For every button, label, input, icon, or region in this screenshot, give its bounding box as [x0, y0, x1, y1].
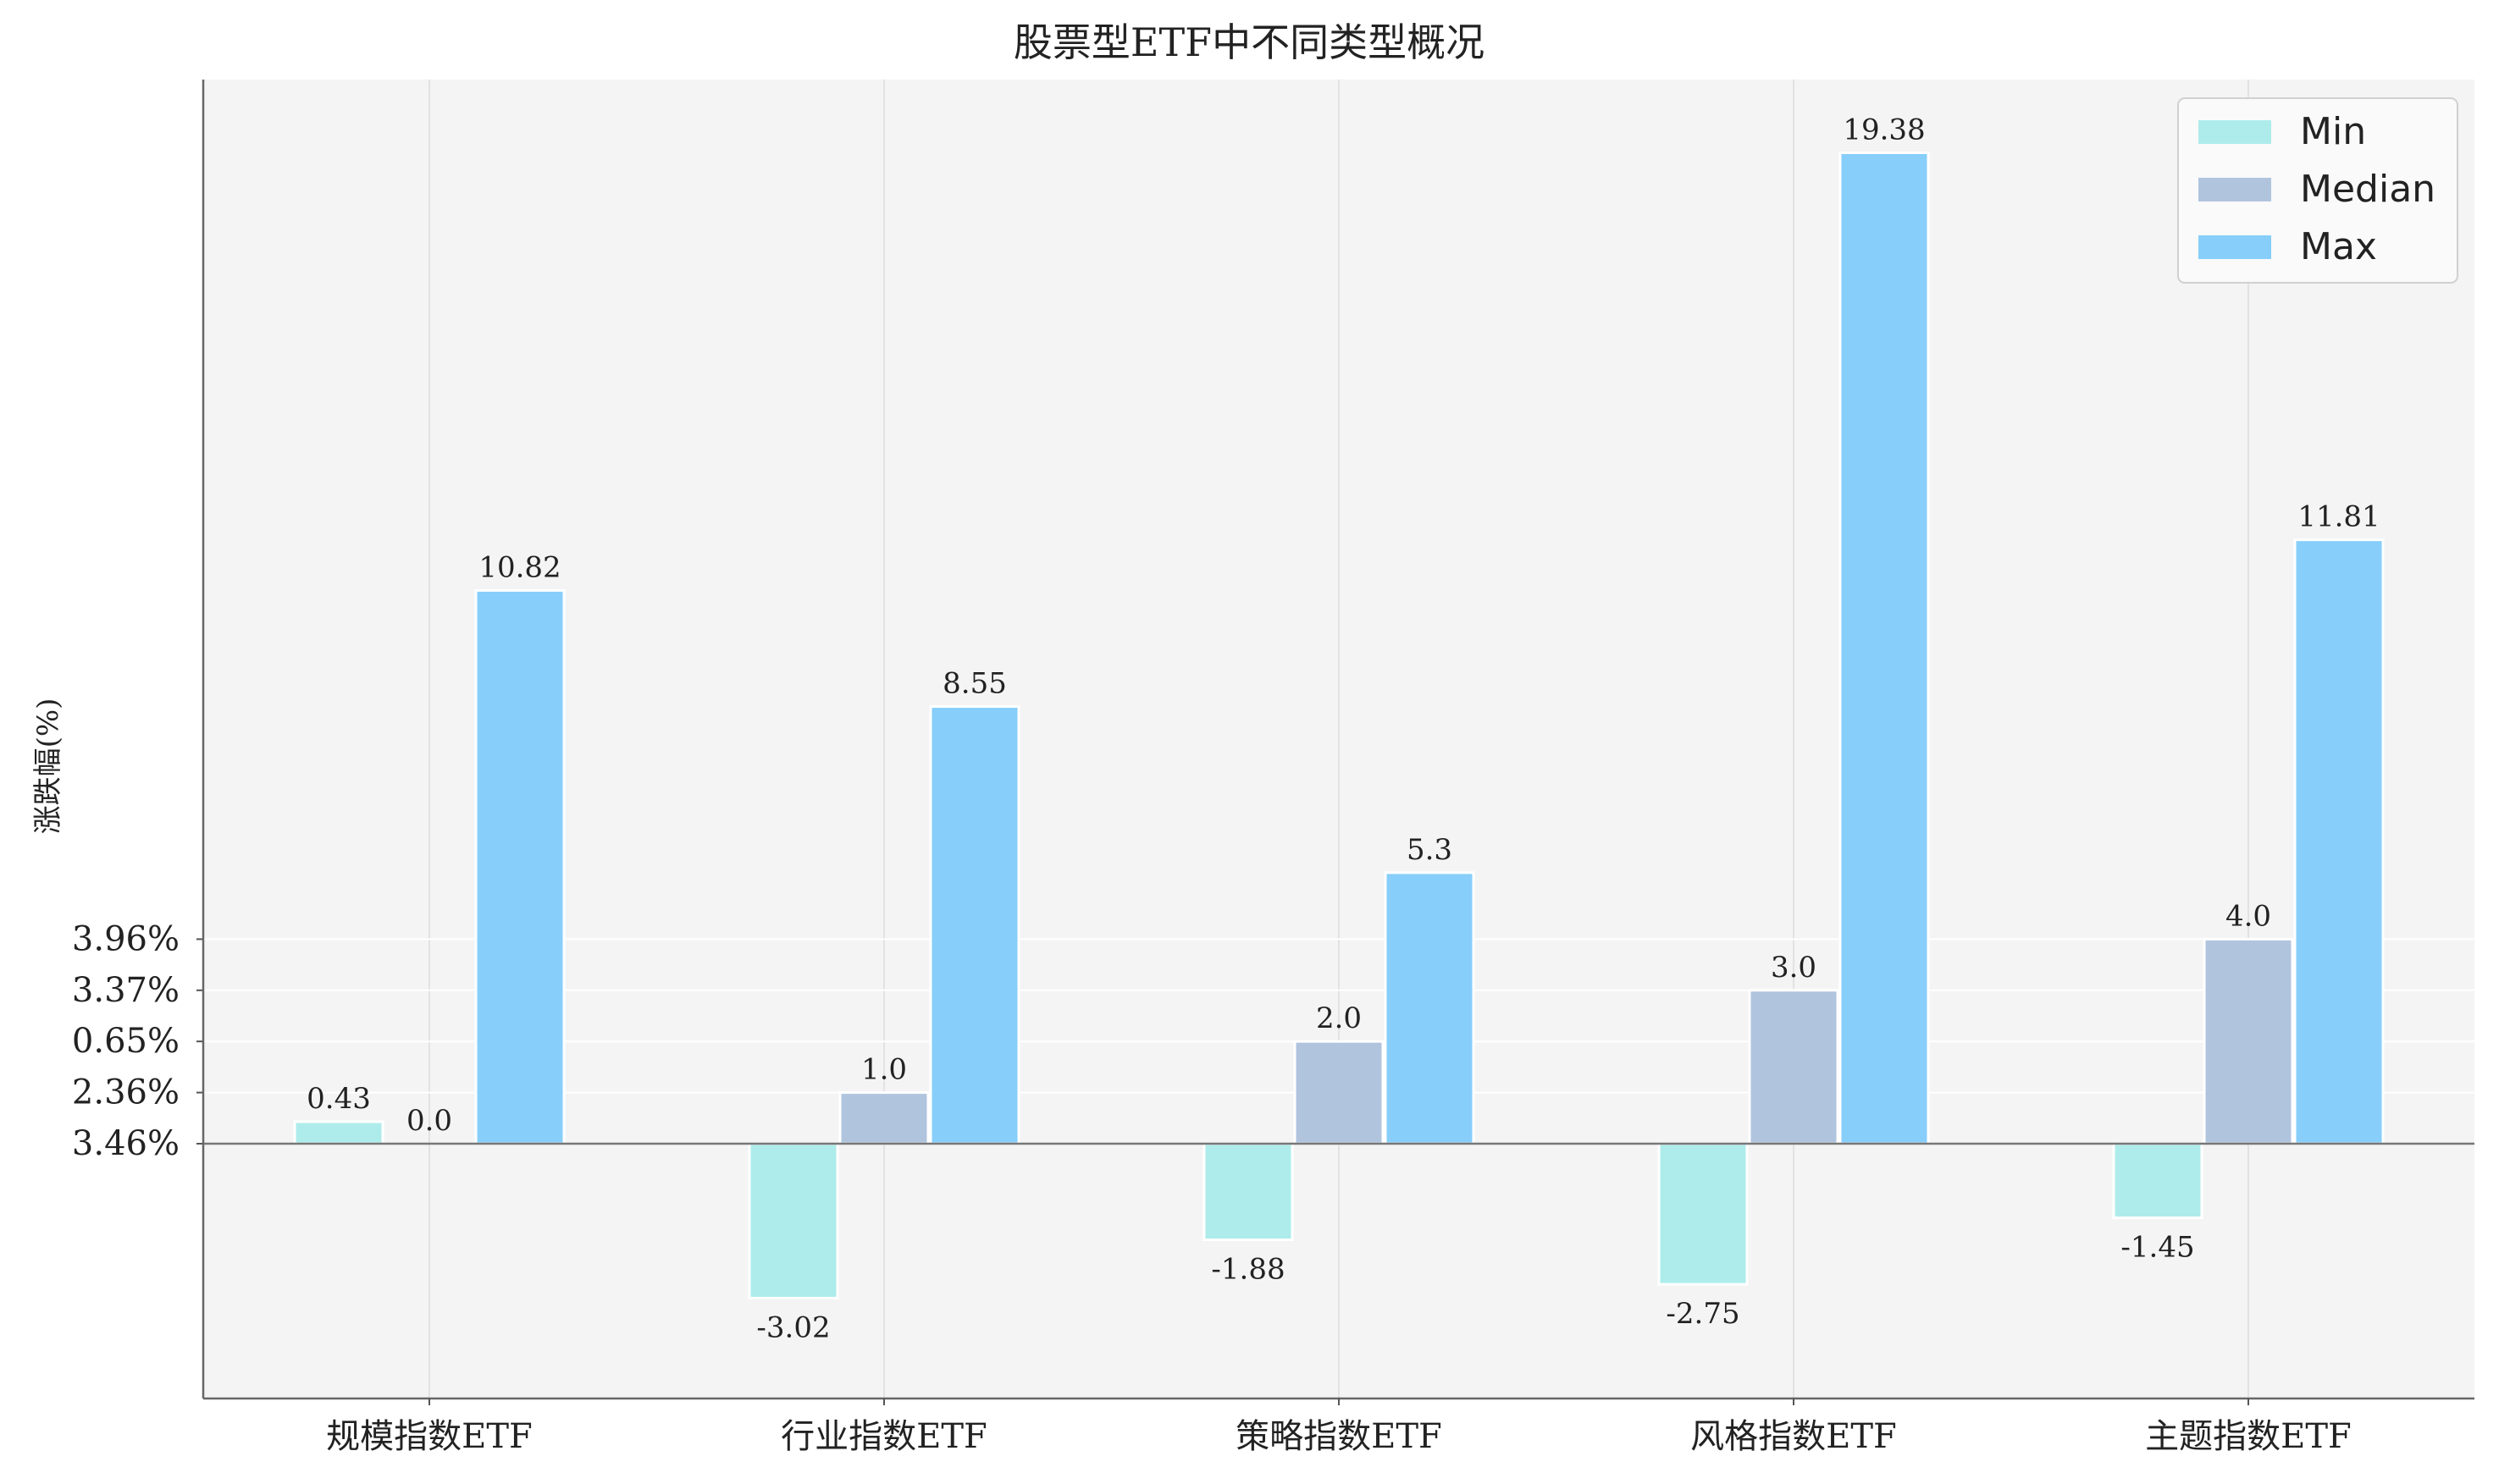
data-label: 0.43	[307, 1082, 371, 1116]
legend-label-max: Max	[2300, 225, 2377, 268]
data-label: 8.55	[943, 667, 1007, 701]
data-label: 3.0	[1771, 951, 1816, 985]
bar-max-4	[1838, 151, 1930, 1145]
y-tick-label: 3.96%	[72, 919, 180, 958]
y-tick-label: 3.37%	[72, 971, 180, 1010]
bar-max-3	[1384, 871, 1475, 1145]
legend-swatch-median	[2198, 178, 2271, 201]
bar-max-2	[929, 705, 1020, 1145]
data-label: -2.75	[1666, 1297, 1739, 1331]
chart-title: 股票型ETF中不同类型概况	[1014, 19, 1484, 65]
bar-median-3	[1293, 1040, 1385, 1145]
bar-min-5	[2112, 1142, 2203, 1220]
legend: Min Median Max	[2177, 97, 2458, 284]
bar-median-4	[1748, 989, 1839, 1145]
bar-max-5	[2293, 538, 2385, 1145]
legend-swatch-max	[2198, 235, 2271, 259]
bar-min-3	[1203, 1142, 1294, 1242]
bar-max-1	[474, 588, 566, 1145]
plot-area: 3.46% 2.36% 0.65% 3.37% 3.96% 0.43 -3.02 -1.88 -…	[72, 80, 2474, 1456]
data-label: -3.02	[756, 1310, 830, 1344]
y-tick-label: 0.65%	[72, 1022, 180, 1061]
x-tick-label: 规模指数ETF	[326, 1417, 533, 1456]
data-label: 4.0	[2225, 899, 2271, 933]
y-axis-label: 涨跌幅(%)	[31, 698, 65, 835]
bar-min-2	[748, 1142, 839, 1299]
legend-swatch-min	[2198, 120, 2271, 144]
x-tick-label: 行业指数ETF	[781, 1417, 987, 1456]
y-tick-label: 3.46%	[72, 1124, 180, 1163]
legend-label-min: Min	[2300, 110, 2366, 153]
data-label: 2.0	[1316, 1001, 1362, 1035]
data-label: 10.82	[478, 550, 561, 584]
data-label: 11.81	[2297, 500, 2380, 534]
y-tick-label: 2.36%	[72, 1073, 180, 1112]
bar-min-1	[293, 1120, 384, 1145]
bar-median-5	[2203, 937, 2294, 1145]
legend-label-median: Median	[2300, 168, 2435, 211]
data-label: -1.45	[2120, 1231, 2194, 1265]
data-label: 1.0	[861, 1053, 907, 1087]
bar-min-4	[1657, 1142, 1749, 1286]
data-label: 5.3	[1407, 833, 1452, 867]
x-tick-label: 风格指数ETF	[1690, 1417, 1897, 1456]
x-tick-label: 策略指数ETF	[1236, 1417, 1442, 1456]
data-label: 0.0	[406, 1104, 452, 1138]
data-label: -1.88	[1211, 1253, 1285, 1287]
data-label: 19.38	[1843, 113, 1925, 146]
bar-median-2	[838, 1091, 930, 1145]
x-tick-label: 主题指数ETF	[2145, 1417, 2352, 1456]
